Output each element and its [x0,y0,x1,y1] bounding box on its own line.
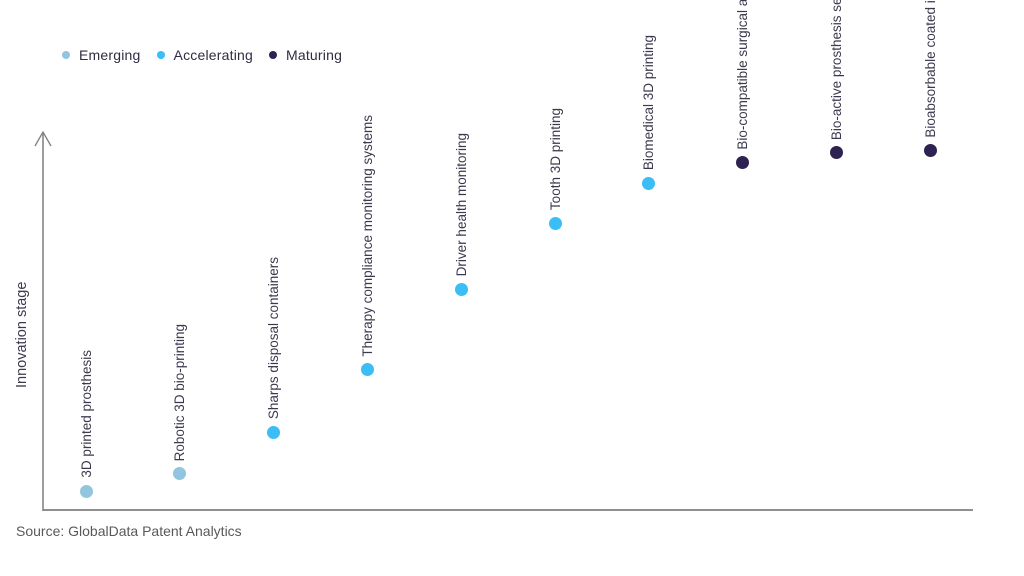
data-point-label: Bio-active prosthesis sealing [828,0,844,140]
data-point-dot[interactable] [923,144,937,158]
legend-item-accelerating[interactable]: Accelerating [156,47,253,63]
emerging-dot-icon [62,51,70,59]
y-axis-arrowhead-icon [34,130,52,147]
data-point-label: 3D printed prosthesis [78,350,94,478]
data-point-dot[interactable] [173,467,187,481]
maturing-dot-icon [268,51,277,59]
data-point-label: Biomedical 3D printing [641,35,657,171]
data-point-label: Bioabsorbable coated implants [922,0,938,138]
data-point-dot[interactable] [360,362,374,376]
data-point-label: Tooth 3D printing [547,108,563,211]
legend-label-maturing: Maturing [285,47,343,63]
legend-item-emerging[interactable]: Emerging [62,47,141,63]
accelerating-dot-icon [156,51,165,59]
data-point-dot[interactable] [548,216,562,230]
data-point-label: Bio-compatible surgical adjuncts [735,0,751,150]
data-point-dot[interactable] [642,176,656,190]
data-point-label: Sharps disposal containers [266,257,282,420]
legend-label-accelerating: Accelerating [173,47,253,63]
source-note: Source: GlobalData Patent Analytics [16,523,242,539]
data-point-dot[interactable] [829,146,843,160]
data-point-dot[interactable] [454,283,468,297]
data-point-label: Robotic 3D bio-printing [172,323,188,461]
data-point-dot[interactable] [736,155,750,169]
data-point-dot[interactable] [267,425,281,439]
data-point-label: Therapy compliance monitoring systems [359,114,375,357]
data-point-dot[interactable] [79,484,93,498]
legend-label-emerging: Emerging [79,47,141,63]
chart-legend: Emerging Accelerating Maturing [62,47,342,63]
y-axis-title: Innovation stage [14,281,30,388]
legend-item-maturing[interactable]: Maturing [268,47,343,63]
data-point-label: Driver health monitoring [453,133,469,277]
